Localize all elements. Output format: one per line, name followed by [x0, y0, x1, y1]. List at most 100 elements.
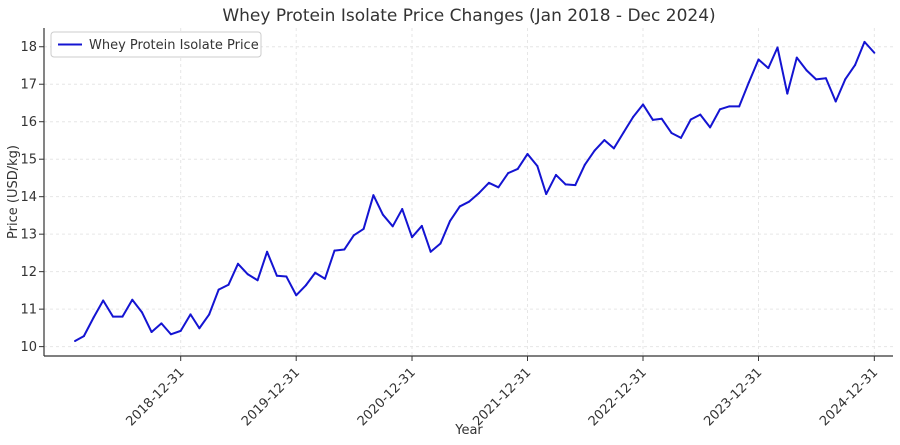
data-point: [545, 193, 548, 196]
data-point: [554, 173, 557, 176]
data-point: [324, 277, 326, 280]
data-point: [411, 236, 414, 239]
data-point: [295, 294, 298, 297]
data-point: [169, 333, 172, 336]
data-point: [679, 136, 682, 139]
data-point: [102, 299, 105, 302]
data-point: [854, 64, 857, 67]
series-layer: [74, 40, 876, 343]
data-point: [381, 213, 384, 216]
data-point: [343, 248, 346, 251]
x-tick-label: 2020-12-31: [355, 365, 419, 429]
data-point: [372, 194, 375, 197]
data-point: [448, 220, 451, 223]
data-point: [805, 69, 808, 72]
data-point: [131, 298, 134, 301]
data-point: [670, 131, 673, 134]
data-point: [776, 46, 779, 49]
data-point: [362, 227, 365, 230]
y-tick-label: 13: [20, 228, 37, 243]
data-point: [333, 249, 336, 252]
data-point: [458, 205, 461, 208]
series-line: [74, 40, 876, 342]
data-point: [516, 167, 519, 170]
x-axis-label: Year: [454, 423, 483, 438]
data-point: [198, 327, 201, 330]
data-point: [603, 139, 606, 142]
data-point: [256, 279, 259, 282]
data-point: [632, 115, 635, 118]
data-point: [718, 108, 721, 111]
x-tick-label: 2019-12-31: [239, 365, 303, 429]
data-point: [141, 311, 144, 314]
y-tick-label: 17: [20, 78, 37, 93]
data-point: [738, 105, 741, 108]
data-point: [74, 340, 77, 343]
legend-box: [50, 31, 262, 58]
data-point: [266, 250, 269, 253]
data-point: [189, 313, 192, 316]
data-point: [844, 78, 847, 81]
data-point: [497, 186, 500, 189]
ticks-layer: 10 11 12 13 14 15 16 17 18 2018-12-31 2019-12-31 20…: [20, 40, 881, 429]
data-point: [246, 273, 249, 276]
y-tick-label: 16: [20, 115, 37, 130]
legend: Whey Protein Isolate Price: [50, 31, 262, 58]
x-tick-label: 2022-12-31: [586, 365, 650, 429]
data-point: [285, 275, 288, 278]
data-point: [352, 234, 355, 237]
data-point: [439, 242, 442, 245]
y-tick-label: 14: [20, 190, 37, 205]
data-point: [217, 288, 220, 291]
data-point: [429, 250, 432, 253]
data-point: [699, 113, 702, 116]
data-point: [150, 331, 153, 334]
data-point: [873, 51, 876, 54]
y-tick-label: 11: [20, 303, 37, 318]
data-point: [468, 200, 471, 203]
data-point: [121, 315, 124, 318]
data-point: [478, 191, 481, 194]
y-tick-label: 18: [20, 40, 37, 55]
data-point: [275, 274, 278, 277]
x-tick-label: 2021-12-31: [470, 365, 534, 429]
data-point: [111, 315, 114, 318]
data-point: [92, 316, 95, 319]
y-tick-label: 10: [20, 340, 37, 355]
data-point: [689, 118, 692, 121]
data-point: [564, 183, 567, 186]
data-point: [834, 100, 837, 103]
data-point: [507, 172, 510, 175]
chart-title: Whey Protein Isolate Price Changes (Jan …: [222, 6, 715, 26]
data-point: [642, 103, 645, 106]
data-point: [660, 117, 663, 120]
data-point: [622, 131, 625, 134]
y-tick-label: 15: [20, 153, 37, 168]
data-point: [786, 92, 789, 95]
data-point: [583, 163, 586, 166]
data-point: [612, 147, 615, 150]
x-tick-label: 2023-12-31: [701, 365, 765, 429]
legend-label: Whey Protein Isolate Price: [89, 38, 259, 53]
grid-layer: [44, 28, 893, 356]
data-point: [160, 322, 163, 325]
data-point: [420, 224, 423, 227]
data-point: [651, 118, 654, 121]
data-point: [82, 335, 85, 338]
data-point: [757, 58, 760, 61]
data-point: [305, 284, 308, 287]
data-point: [536, 164, 539, 167]
axes-layer: [43, 28, 893, 357]
data-point: [391, 225, 394, 228]
data-point: [574, 184, 577, 187]
y-axis-label: Price (USD/kg): [6, 145, 21, 239]
data-point: [728, 105, 731, 108]
data-point: [815, 78, 818, 81]
data-point: [709, 126, 712, 129]
data-point: [795, 56, 798, 59]
x-tick-label: 2018-12-31: [123, 365, 187, 429]
y-tick-label: 12: [20, 265, 37, 280]
data-point: [767, 67, 770, 70]
data-point: [526, 152, 529, 155]
